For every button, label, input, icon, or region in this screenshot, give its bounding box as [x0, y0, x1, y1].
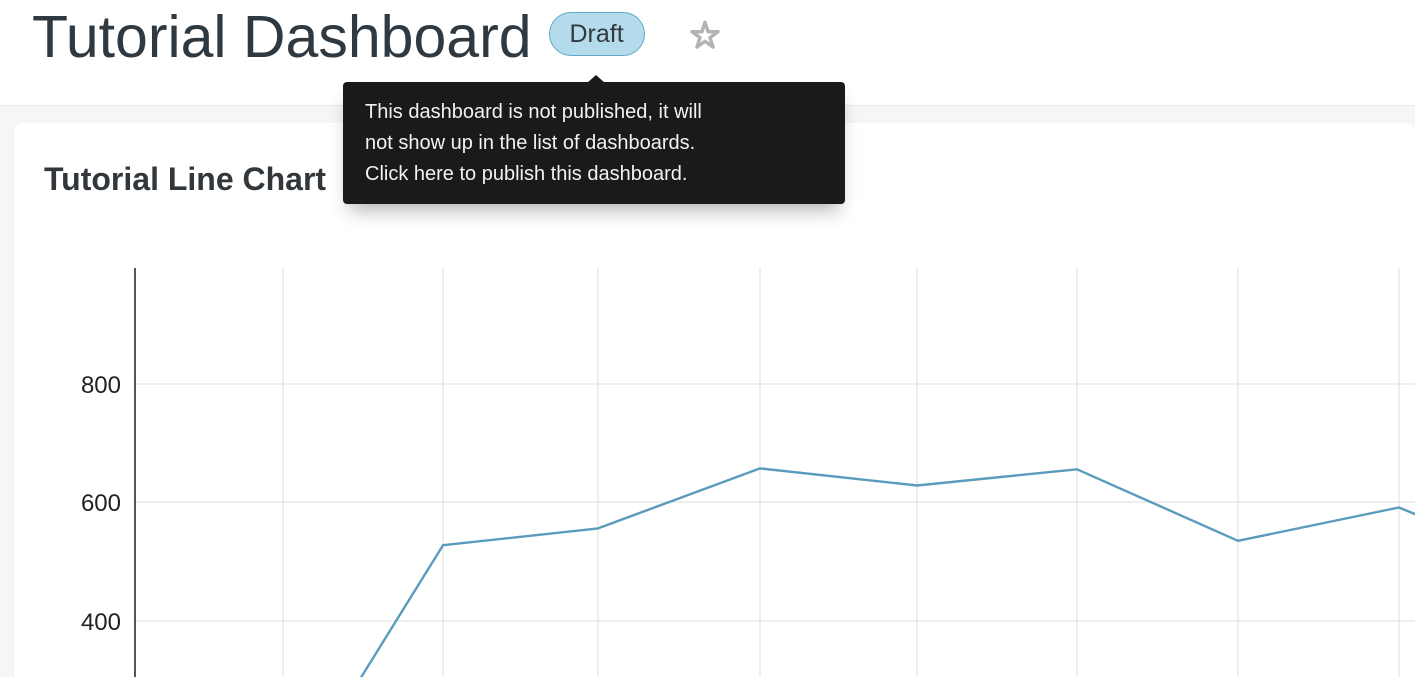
svg-text:800: 800	[81, 372, 121, 399]
svg-text:600: 600	[81, 490, 121, 517]
svg-text:400: 400	[81, 609, 121, 636]
